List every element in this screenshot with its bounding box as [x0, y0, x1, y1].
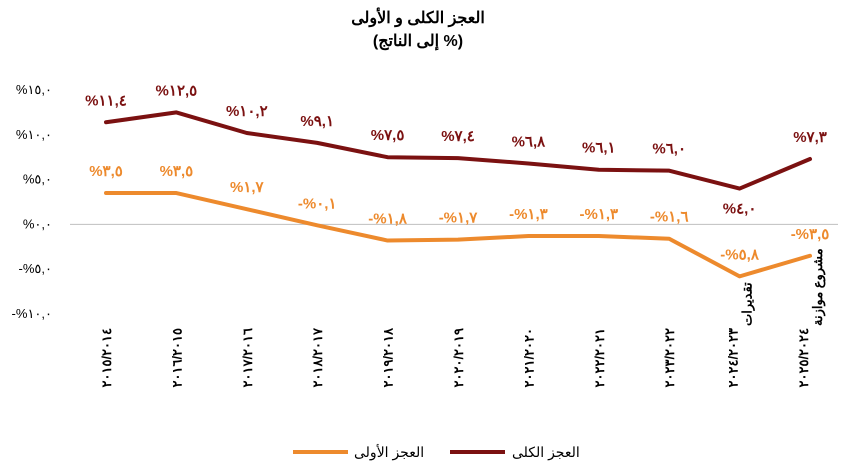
- series-line: [104, 191, 812, 279]
- data-point: [245, 207, 249, 211]
- data-label: %١١,٤: [85, 92, 127, 109]
- data-point: [456, 156, 460, 160]
- legend-label: العجز الكلى: [512, 444, 580, 461]
- data-label: -%١,٧: [439, 210, 479, 227]
- plot-area: %١١,٤ %١٢,٥ %١٠,٢ %٩,١ %٧,٥ %٧,٤ %٦,٨ %٦,١ %٦,٠%…: [85, 82, 830, 279]
- data-label: -%١,٨: [368, 211, 408, 228]
- y-axis: %١٥,٠ %١٠,٠ %٥,٠ %٠,٠ -%٥,٠ -%١٠,٠: [12, 82, 52, 321]
- y-tick-label: %٥,٠: [23, 172, 52, 187]
- data-label: -%١,٣: [579, 206, 618, 223]
- data-label: %٧,٣: [793, 129, 827, 146]
- data-point: [738, 274, 742, 278]
- x-tick-label: ٢٠٢٠/٢٠١٩: [451, 328, 466, 387]
- data-label: %٣,٥: [89, 163, 123, 180]
- data-label: %٧,٥: [371, 127, 405, 144]
- y-tick-label: %١٠,٠: [16, 127, 52, 142]
- x-tick-label: ٢٠١٩/٢٠١٨: [381, 327, 396, 387]
- data-point: [174, 110, 178, 114]
- data-label: %١٢,٥: [156, 82, 198, 99]
- x-tick-sublabel: مشروع موازنة: [810, 248, 826, 326]
- data-label: %٤,٠: [723, 201, 757, 218]
- x-tick-label: ٢٠٢٢/٢٠٢١: [592, 328, 607, 387]
- data-point: [738, 187, 742, 191]
- data-label: %٣,٥: [160, 163, 194, 180]
- x-tick-label: ٢٠٢٣/٢٠٢٢: [662, 328, 677, 387]
- data-label: %٧,٤: [441, 128, 475, 145]
- data-point: [456, 238, 460, 242]
- data-label: %٦,١: [582, 140, 616, 157]
- data-label: -%٣,٥: [791, 226, 830, 243]
- data-point: [386, 239, 390, 243]
- x-tick-label: ٢٠١٥/٢٠١٤: [99, 328, 114, 387]
- data-label: %٦,٠: [652, 141, 686, 158]
- data-label: %١٠,٢: [226, 103, 268, 120]
- data-point: [808, 254, 812, 258]
- chart-title: العجز الكلى و الأولى: [351, 7, 485, 28]
- legend-label: العجز الأولى: [354, 443, 424, 461]
- data-point: [104, 120, 108, 124]
- data-point: [667, 237, 671, 241]
- x-tick-label: ٢٠٢٤/٢٠٢٣: [726, 328, 741, 387]
- x-tick-label: ٢٠١٦/٢٠١٥: [169, 328, 184, 387]
- x-axis: ٢٠١٥/٢٠١٤ ٢٠١٦/٢٠١٥ ٢٠١٧/٢٠١٦ ٢٠١٨/٢٠١٧ ٢٠١٩…: [99, 248, 826, 387]
- x-tick-label: ٢٠٢١/٢٠٢٠: [521, 328, 536, 387]
- data-point: [808, 157, 812, 161]
- data-label: %٩,١: [300, 113, 334, 130]
- data-point: [174, 191, 178, 195]
- data-point: [597, 168, 601, 172]
- x-tick-sublabel: تقديرات: [740, 282, 756, 326]
- data-point: [597, 234, 601, 238]
- data-label: -%١,٦: [650, 209, 689, 226]
- x-tick-label: ٢٠٢٥/٢٠٢٤: [796, 328, 811, 387]
- y-tick-label: -%١٠,٠: [12, 306, 52, 321]
- data-point: [667, 169, 671, 173]
- data-point: [526, 234, 530, 238]
- data-point: [315, 223, 319, 227]
- data-label: -%٠,١: [298, 195, 337, 212]
- y-tick-label: %١٥,٠: [16, 82, 52, 97]
- data-point: [526, 161, 530, 165]
- x-tick-label: ٢٠١٨/٢٠١٧: [310, 327, 325, 387]
- data-point: [245, 131, 249, 135]
- legend: العجز الكلى العجز الأولى: [293, 443, 580, 461]
- data-point: [315, 141, 319, 145]
- data-point: [386, 155, 390, 159]
- data-label: %٦,٨: [512, 133, 547, 150]
- y-tick-label: -%٥,٠: [19, 261, 52, 276]
- y-tick-label: %٠,٠: [23, 216, 52, 231]
- data-label: %١,٧: [230, 179, 265, 196]
- data-label: -%٥,٨: [720, 246, 760, 263]
- data-label: -%١,٣: [509, 206, 548, 223]
- x-tick-label: ٢٠١٧/٢٠١٦: [240, 328, 255, 387]
- chart-subtitle: (% إلى الناتج): [373, 33, 463, 51]
- series-line: [104, 110, 812, 191]
- data-point: [104, 191, 108, 195]
